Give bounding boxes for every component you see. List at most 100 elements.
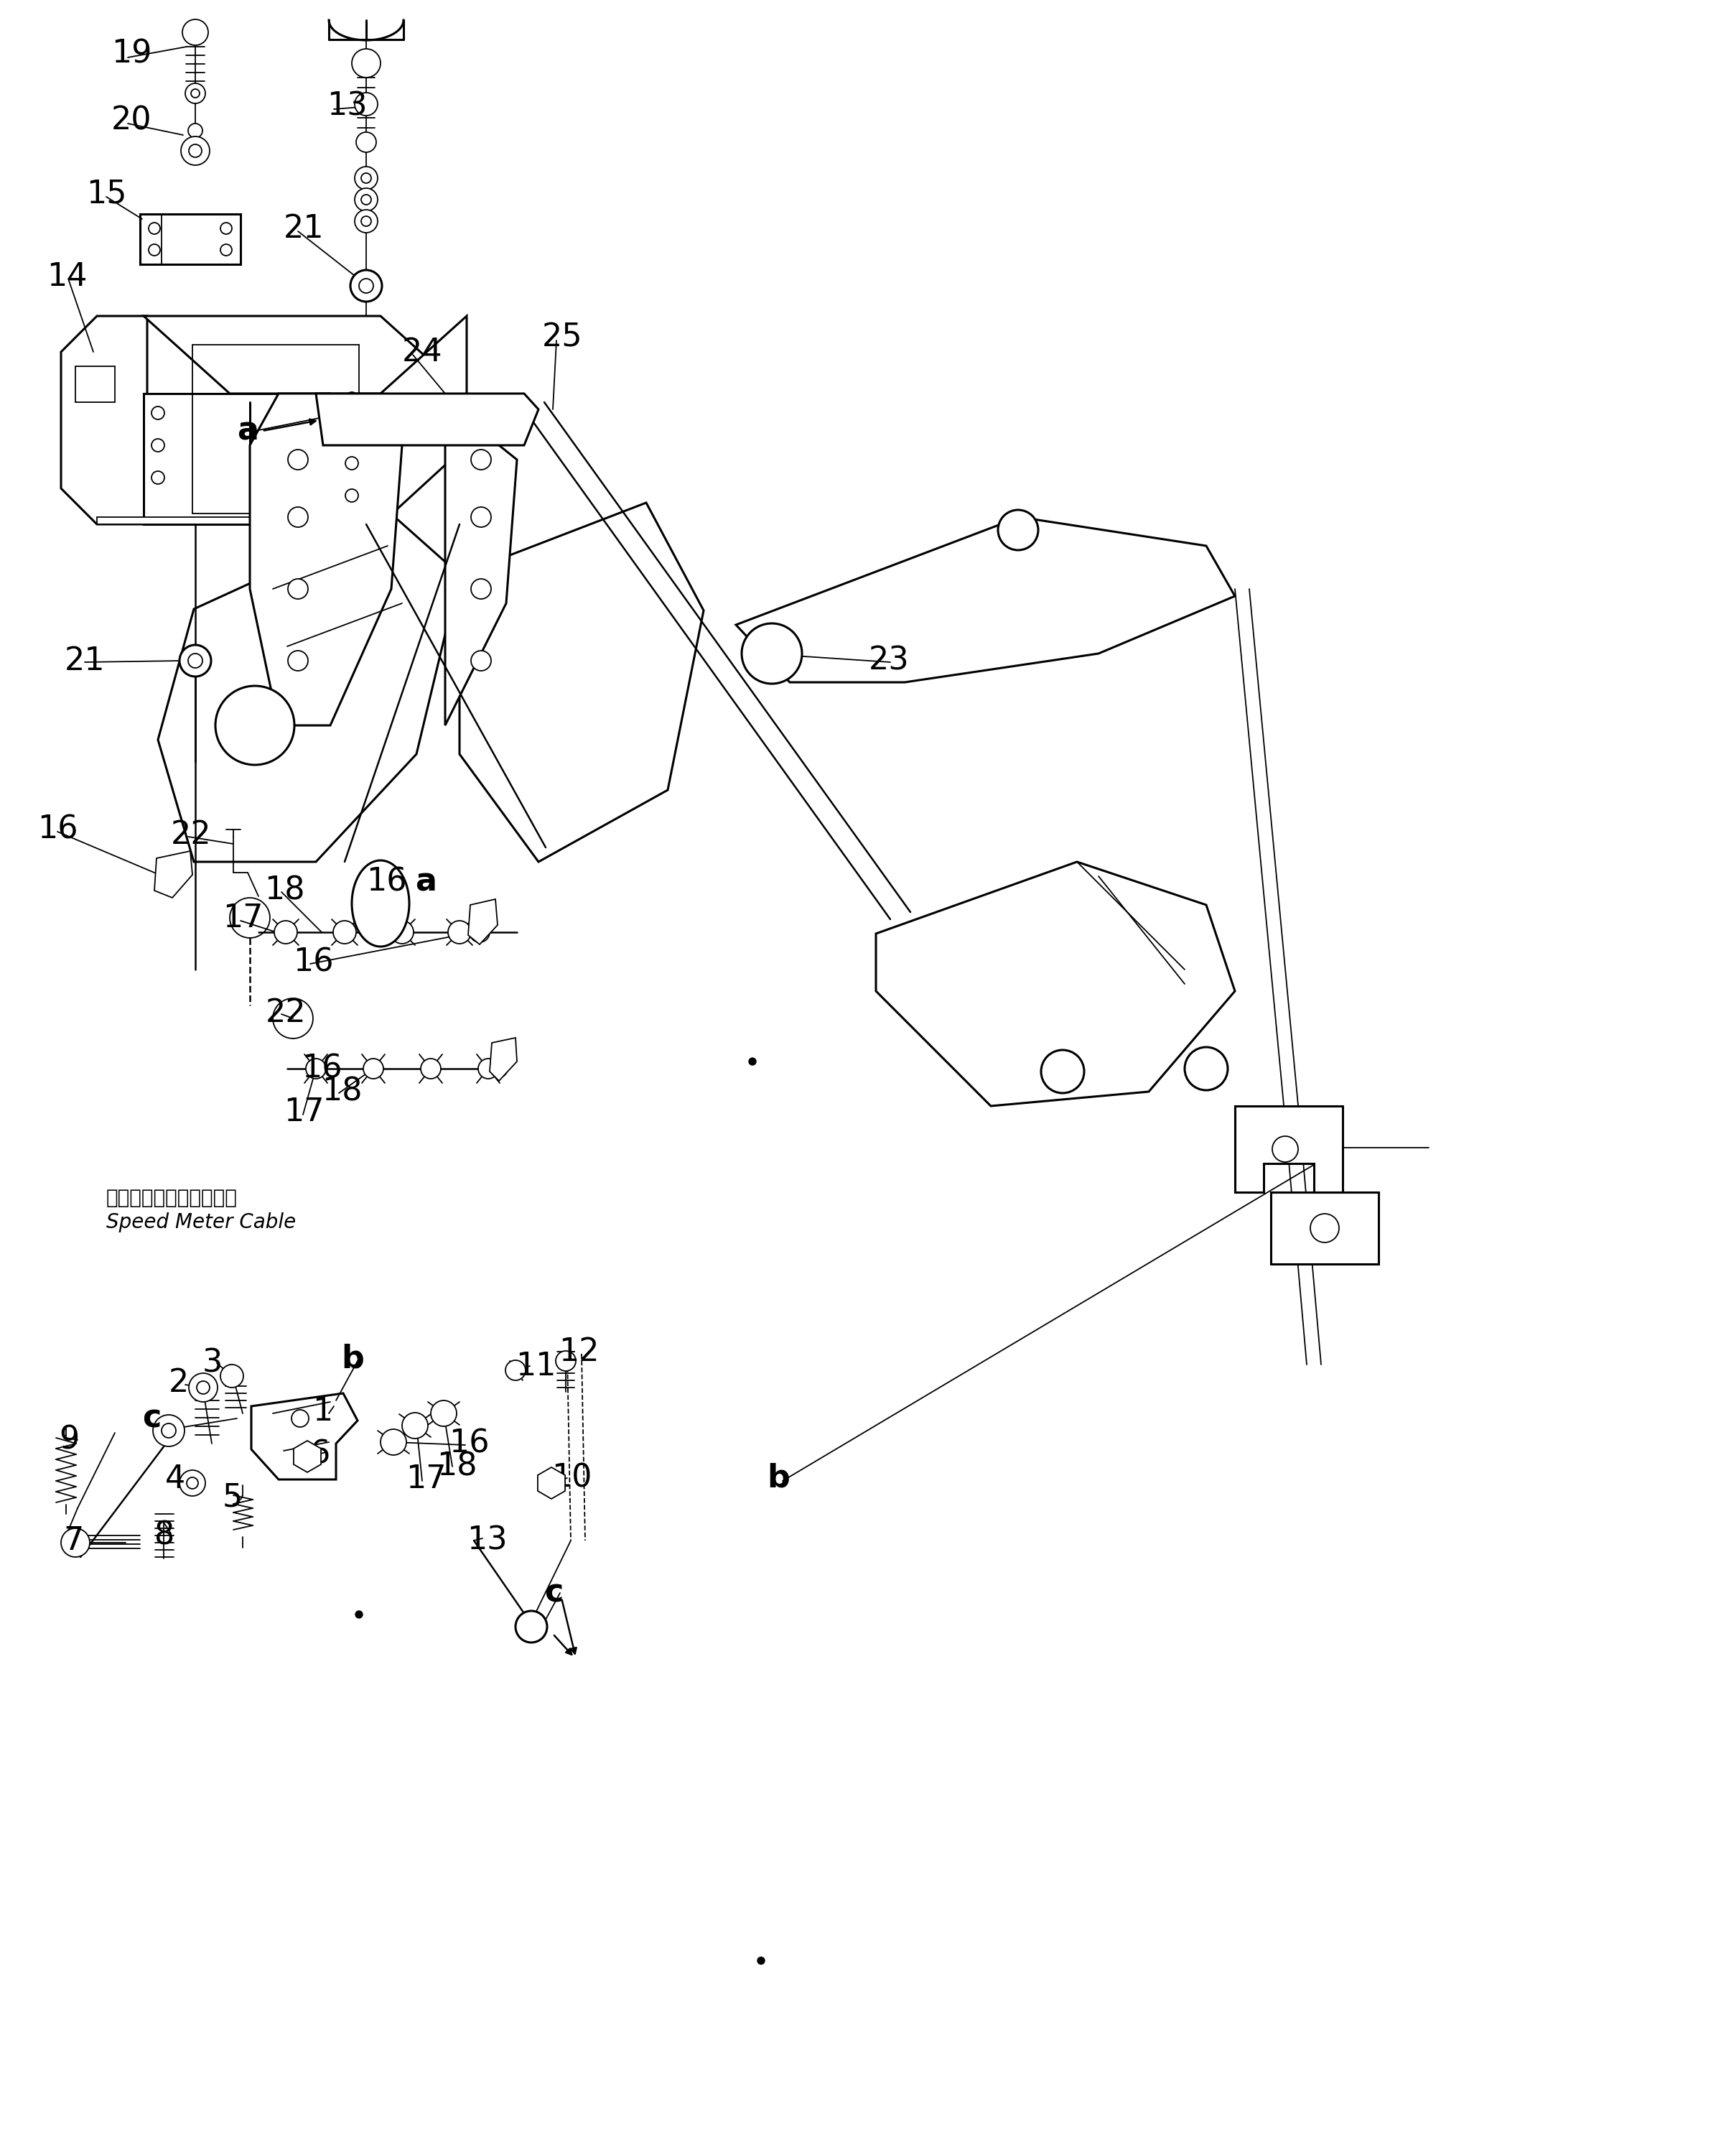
- Text: 25: 25: [542, 321, 583, 354]
- Circle shape: [287, 651, 308, 671]
- Circle shape: [334, 921, 356, 944]
- Circle shape: [160, 873, 181, 893]
- Text: 21: 21: [65, 645, 105, 677]
- Circle shape: [356, 132, 377, 153]
- Circle shape: [182, 19, 208, 45]
- Polygon shape: [380, 317, 466, 524]
- Circle shape: [478, 1059, 499, 1078]
- Circle shape: [355, 166, 377, 190]
- Polygon shape: [1270, 1192, 1379, 1263]
- Text: 22: 22: [170, 819, 212, 849]
- Text: 16: 16: [293, 946, 334, 979]
- Text: 16: 16: [301, 1054, 342, 1084]
- Polygon shape: [294, 1440, 322, 1473]
- Circle shape: [1041, 1050, 1084, 1093]
- Circle shape: [189, 144, 201, 157]
- Circle shape: [490, 1061, 508, 1078]
- Circle shape: [361, 216, 372, 226]
- Polygon shape: [446, 403, 516, 724]
- Text: 13: 13: [327, 91, 367, 121]
- Circle shape: [506, 1360, 525, 1380]
- Circle shape: [306, 1059, 325, 1078]
- Text: Speed Meter Cable: Speed Meter Cable: [107, 1212, 296, 1233]
- Text: 18: 18: [265, 875, 305, 906]
- Polygon shape: [155, 852, 193, 897]
- Circle shape: [346, 392, 358, 405]
- Text: 1: 1: [312, 1395, 332, 1427]
- Text: 20: 20: [112, 106, 151, 136]
- Text: 18: 18: [437, 1451, 477, 1481]
- Circle shape: [181, 136, 210, 166]
- Circle shape: [1184, 1048, 1227, 1091]
- Circle shape: [470, 923, 490, 942]
- Circle shape: [191, 88, 200, 97]
- Text: 9: 9: [59, 1425, 79, 1455]
- Text: 21: 21: [284, 213, 324, 244]
- Text: スピードメータケーブル: スピードメータケーブル: [107, 1188, 237, 1207]
- Circle shape: [749, 1059, 756, 1065]
- Circle shape: [361, 194, 372, 205]
- Circle shape: [556, 1352, 577, 1371]
- Circle shape: [356, 1611, 363, 1617]
- Text: 12: 12: [559, 1337, 599, 1367]
- Polygon shape: [250, 395, 403, 724]
- Polygon shape: [460, 502, 704, 862]
- Circle shape: [60, 1529, 89, 1557]
- Circle shape: [430, 1401, 456, 1427]
- Text: 22: 22: [265, 998, 306, 1028]
- Polygon shape: [737, 517, 1236, 681]
- Text: 16: 16: [367, 867, 406, 897]
- Circle shape: [188, 123, 203, 138]
- Circle shape: [351, 50, 380, 78]
- Text: 16: 16: [38, 815, 77, 845]
- Polygon shape: [468, 899, 497, 944]
- Circle shape: [196, 1382, 210, 1395]
- Circle shape: [274, 921, 298, 944]
- Circle shape: [179, 645, 212, 677]
- Circle shape: [363, 1059, 384, 1078]
- Polygon shape: [537, 1468, 564, 1498]
- Polygon shape: [876, 862, 1236, 1106]
- Circle shape: [346, 489, 358, 502]
- Circle shape: [188, 653, 203, 668]
- Polygon shape: [143, 395, 380, 524]
- Circle shape: [220, 222, 232, 235]
- Circle shape: [151, 440, 165, 453]
- Text: 7: 7: [64, 1524, 83, 1557]
- Text: 3: 3: [203, 1348, 222, 1378]
- Circle shape: [186, 1477, 198, 1490]
- Text: 6: 6: [310, 1438, 330, 1470]
- Circle shape: [179, 1470, 205, 1496]
- Circle shape: [420, 1059, 441, 1078]
- Circle shape: [516, 1611, 547, 1643]
- Polygon shape: [251, 1393, 358, 1479]
- Text: 11: 11: [516, 1350, 556, 1382]
- Text: b: b: [341, 1343, 363, 1373]
- Circle shape: [151, 407, 165, 420]
- Circle shape: [186, 84, 205, 103]
- Circle shape: [355, 209, 377, 233]
- Circle shape: [151, 472, 165, 485]
- Circle shape: [355, 93, 377, 116]
- Circle shape: [1310, 1214, 1339, 1242]
- Circle shape: [220, 244, 232, 257]
- Circle shape: [351, 270, 382, 302]
- Circle shape: [291, 1410, 308, 1427]
- Circle shape: [361, 172, 372, 183]
- Text: 4: 4: [165, 1464, 186, 1494]
- Circle shape: [148, 222, 160, 235]
- Circle shape: [148, 244, 160, 257]
- Circle shape: [355, 188, 377, 211]
- Circle shape: [472, 507, 490, 528]
- Polygon shape: [76, 367, 115, 403]
- Circle shape: [472, 451, 490, 470]
- Text: 17: 17: [406, 1464, 446, 1494]
- Circle shape: [391, 921, 413, 944]
- Circle shape: [472, 578, 490, 599]
- Text: 18: 18: [322, 1076, 361, 1106]
- Text: 8: 8: [155, 1520, 174, 1550]
- Text: 17: 17: [284, 1095, 324, 1128]
- Text: 2: 2: [169, 1367, 189, 1397]
- Circle shape: [998, 511, 1038, 550]
- Text: 19: 19: [112, 39, 151, 69]
